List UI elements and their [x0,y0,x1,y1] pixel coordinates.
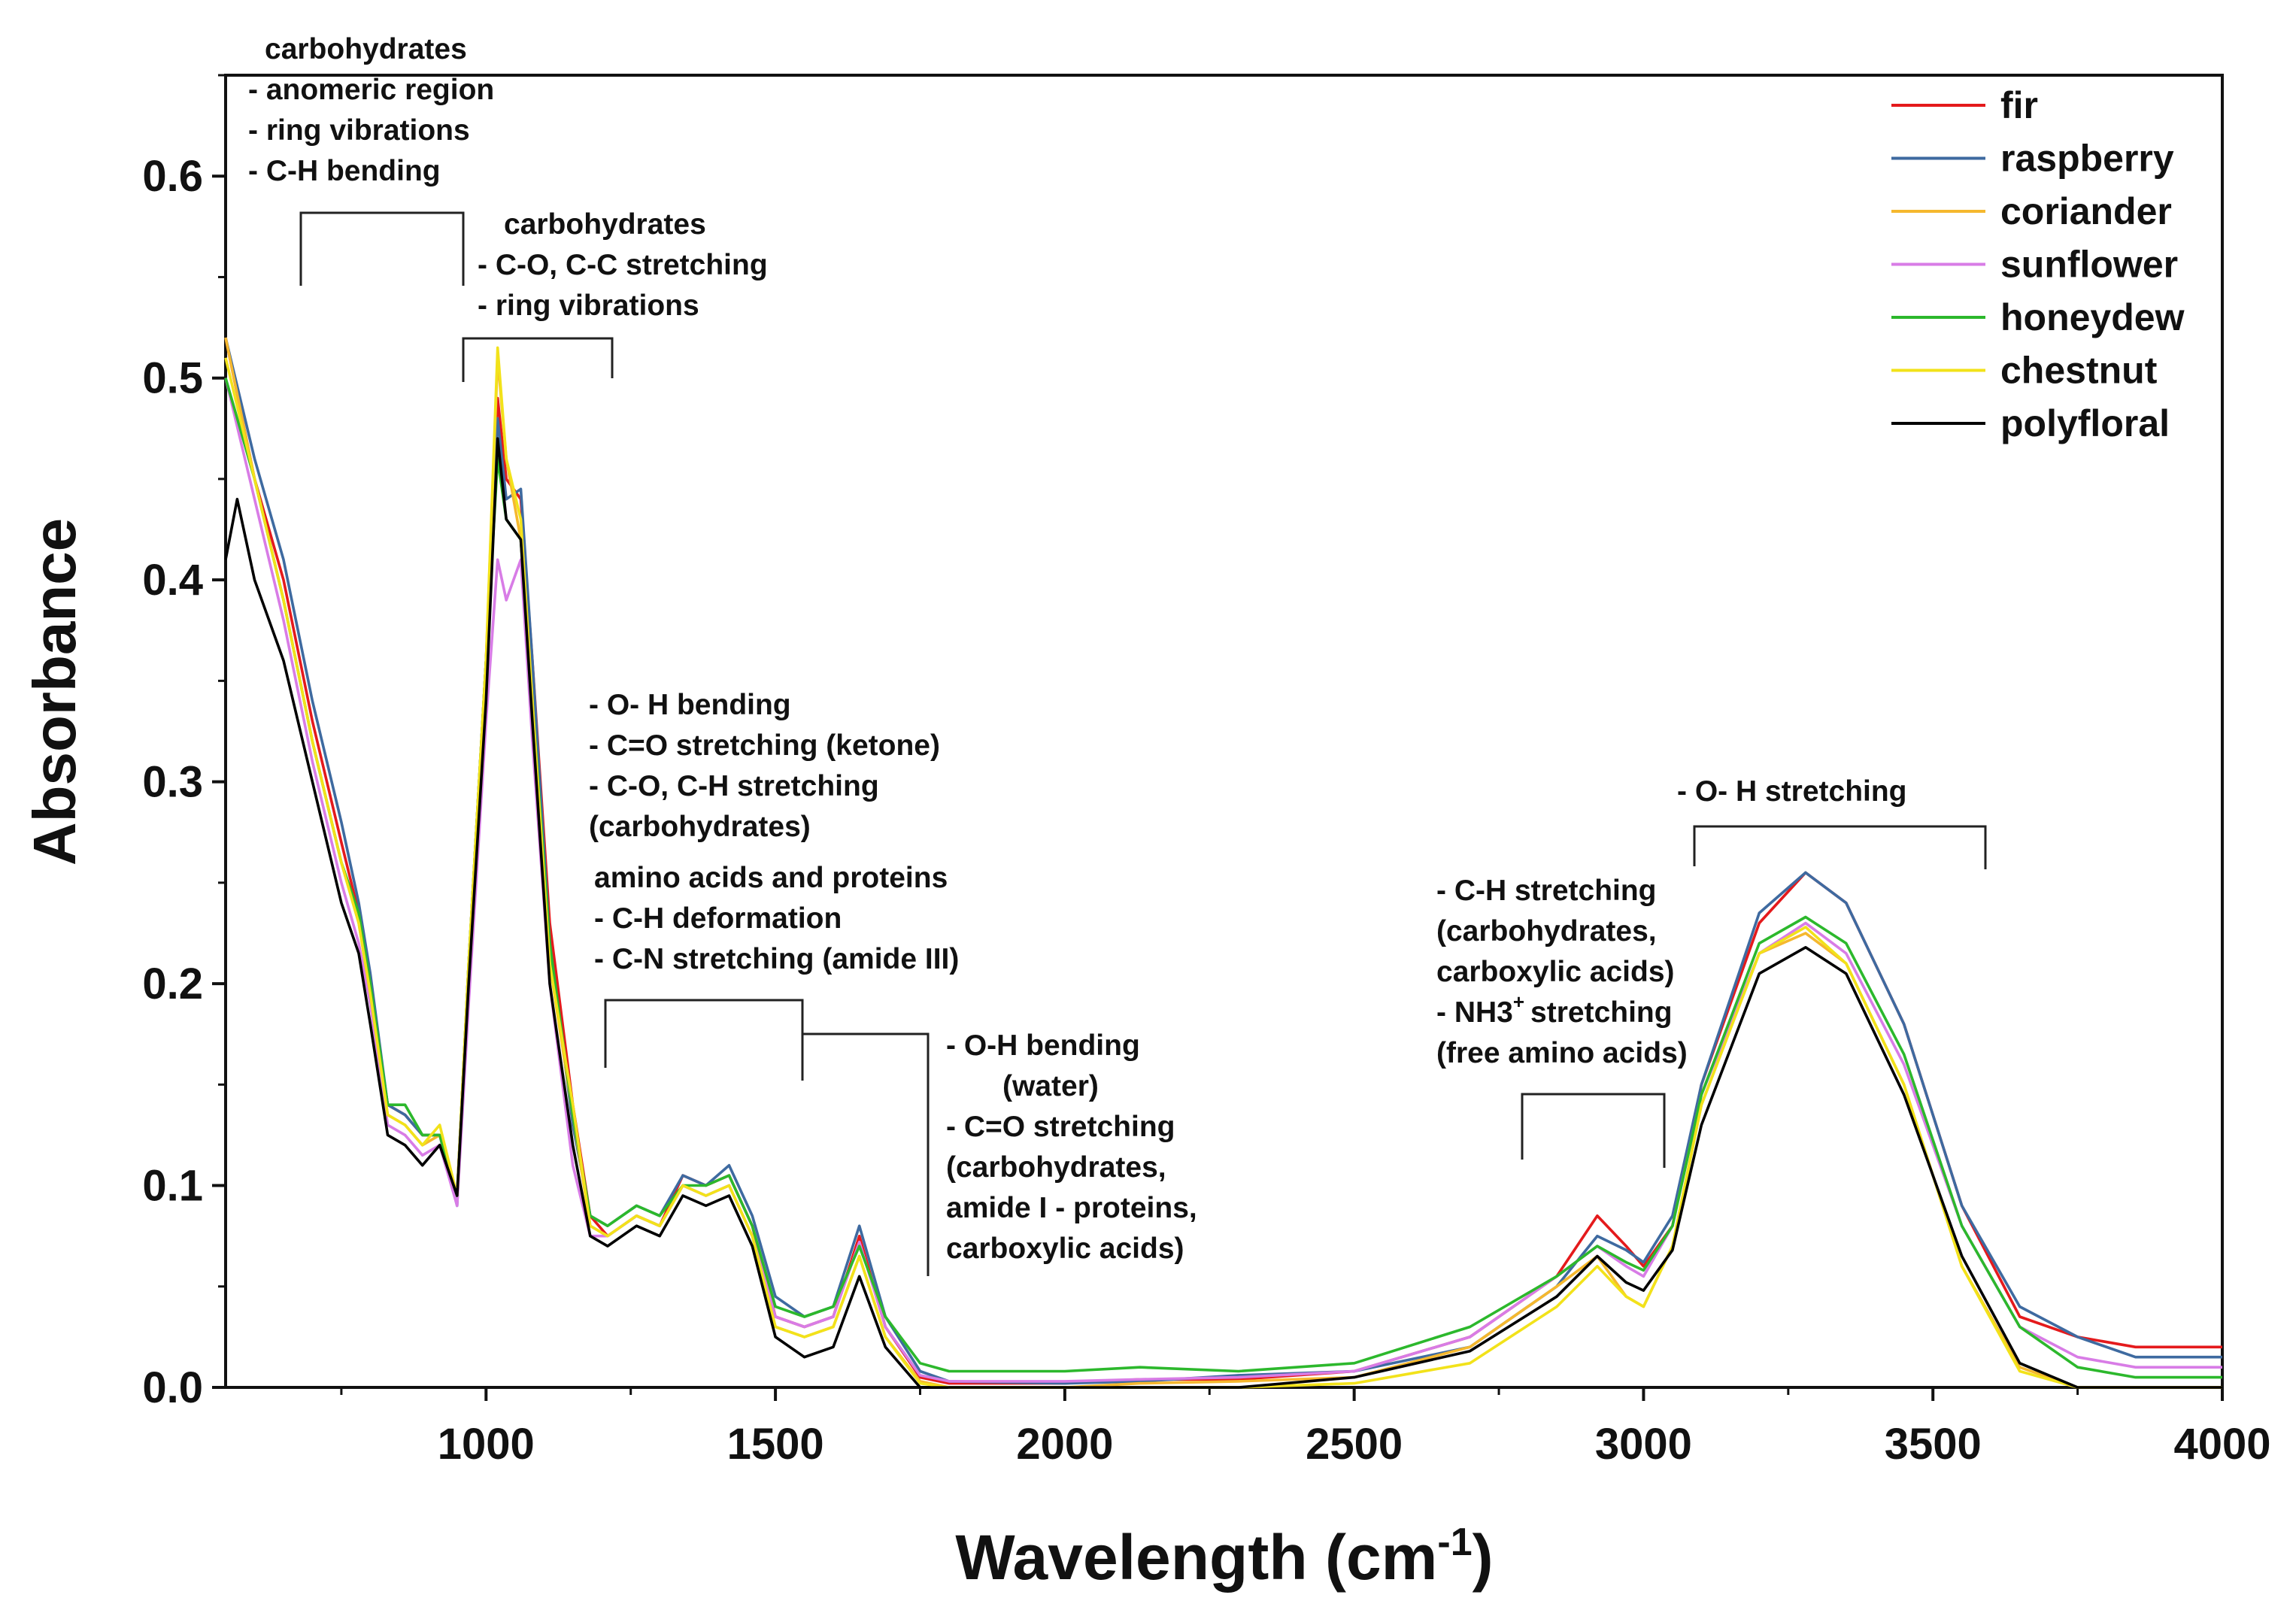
y-tick-label: 0.2 [142,960,203,1008]
annotation-oh-stretch: - O- H stretching [1677,775,1907,808]
x-tick-label: 1500 [727,1420,824,1469]
annotations: carbohydrates - anomeric region - ring v… [248,33,1907,1265]
legend-label-honeydew: honeydew [2000,296,2185,338]
bracket-ch-stretch [1521,1093,1666,1168]
bracket-carb-co [462,337,614,382]
series-fir [224,337,2222,1385]
legend-label-polyfloral: polyfloral [2000,402,2170,444]
x-tick-label: 4000 [2173,1420,2270,1469]
series-raspberry [224,337,2222,1385]
x-axis-title: Wavelength (cm-1) [955,1521,1493,1593]
bracket-anomeric [299,211,465,286]
y-tick-label: 0.0 [142,1363,203,1412]
bracket-amino [604,999,804,1081]
y-tick-label: 0.4 [142,556,203,605]
annotation-brackets [299,211,1987,1276]
legend-label-coriander: coriander [2000,190,2172,232]
annotation-amino: amino acids and proteins - C-H deformati… [594,862,959,975]
annotation-ch-stretch: - C-H stretching (carbohydrates, carboxy… [1436,875,1688,1069]
y-tick-label: 0.1 [142,1162,203,1211]
y-axis-title: Absorbance [21,518,88,866]
axis-ticks: 0.0 0.1 0.2 0.3 0.4 0.5 0.6 1000 1500 2000 2500 300… [142,74,2271,1469]
legend-label-chestnut: chestnut [2000,350,2158,392]
series-sunflower [224,377,2222,1383]
series-honeydew [224,377,2222,1379]
annotation-carb-co: carbohydrates - C-O, C-C stretching - ri… [478,208,776,322]
y-tick-label: 0.6 [142,152,203,201]
x-tick-label: 2500 [1306,1420,1403,1469]
series-chestnut [224,346,2222,1389]
series-lines [224,337,2222,1389]
x-tick-label: 3500 [1885,1420,1982,1469]
series-coriander [224,337,2222,1389]
annotation-water: - O-H bending (water) - C=O stretching (… [946,1029,1206,1265]
legend-label-sunflower: sunflower [2000,244,2178,286]
annotation-carb-anomeric: carbohydrates - anomeric region - ring v… [248,33,502,187]
series-polyfloral [224,437,2222,1389]
y-tick-label: 0.3 [142,758,203,807]
legend: fir raspberry coriander sunflower honeydew ch… [1891,84,2185,444]
x-tick-label: 1000 [438,1420,535,1469]
y-tick-label: 0.5 [142,354,203,403]
legend-label-raspberry: raspberry [2000,138,2174,180]
bracket-water [802,1032,930,1276]
x-tick-label: 3000 [1595,1420,1692,1469]
bracket-oh-stretch [1693,825,1987,869]
x-tick-label: 2000 [1016,1420,1113,1469]
legend-label-fir: fir [2000,84,2038,126]
annotation-oh-bending: - O- H bending - C=O stretching (ketone)… [589,689,948,843]
